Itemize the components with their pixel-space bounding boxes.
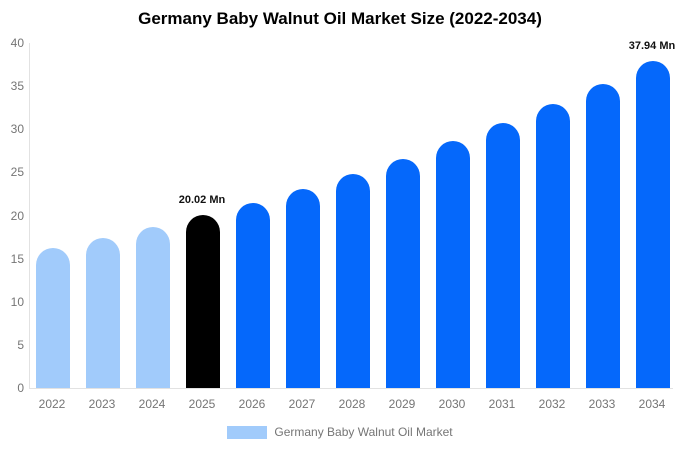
legend-label: Germany Baby Walnut Oil Market	[274, 425, 453, 439]
x-tick-label-2022: 2022	[38, 397, 66, 411]
y-tick-label-0: 0	[17, 381, 24, 395]
x-tick-label-2027: 2027	[288, 397, 316, 411]
x-tick-label-2025: 2025	[188, 397, 216, 411]
bar-2032	[536, 104, 570, 388]
bar-2031	[486, 123, 520, 388]
x-tick-label-2023: 2023	[88, 397, 116, 411]
bar-2025	[186, 215, 220, 388]
y-tick-label-20: 20	[10, 208, 24, 223]
y-tick-label-25: 25	[10, 165, 24, 180]
bar-2022	[36, 248, 70, 388]
plot-area	[29, 43, 673, 389]
bar-2028	[336, 174, 370, 388]
chart-title: Germany Baby Walnut Oil Market Size (202…	[138, 9, 542, 28]
y-tick-label-5: 5	[17, 337, 24, 352]
x-tick-label-2030: 2030	[438, 397, 466, 411]
bar-value-label-2034: 37.94 Mn	[628, 39, 676, 52]
bar-2023	[86, 237, 120, 388]
bar-2030	[436, 141, 470, 388]
bar-2024	[136, 226, 170, 388]
legend-swatch	[227, 425, 268, 439]
x-tick-label-2033: 2033	[588, 397, 616, 411]
bar-2029	[386, 158, 420, 388]
y-tick-label-30: 30	[10, 122, 24, 137]
x-tick-label-2032: 2032	[538, 397, 566, 411]
x-tick-label-2029: 2029	[388, 397, 416, 411]
y-tick-label-35: 35	[10, 79, 24, 94]
x-tick-label-2031: 2031	[488, 397, 516, 411]
y-tick-label-40: 40	[10, 36, 24, 50]
bar-2027	[286, 188, 320, 388]
bar-2034	[636, 60, 670, 388]
x-tick-label-2026: 2026	[238, 397, 266, 411]
y-tick-label-10: 10	[10, 294, 24, 309]
x-tick-label-2024: 2024	[138, 397, 166, 411]
bar-2033	[586, 83, 620, 388]
bar-2026	[236, 202, 270, 388]
x-tick-label-2028: 2028	[338, 397, 366, 411]
legend-item[interactable]: Germany Baby Walnut Oil Market	[0, 425, 680, 439]
x-tick-label-2034: 2034	[638, 397, 666, 411]
bar-value-label-2025: 20.02 Mn	[178, 194, 226, 207]
y-tick-label-15: 15	[10, 251, 24, 266]
